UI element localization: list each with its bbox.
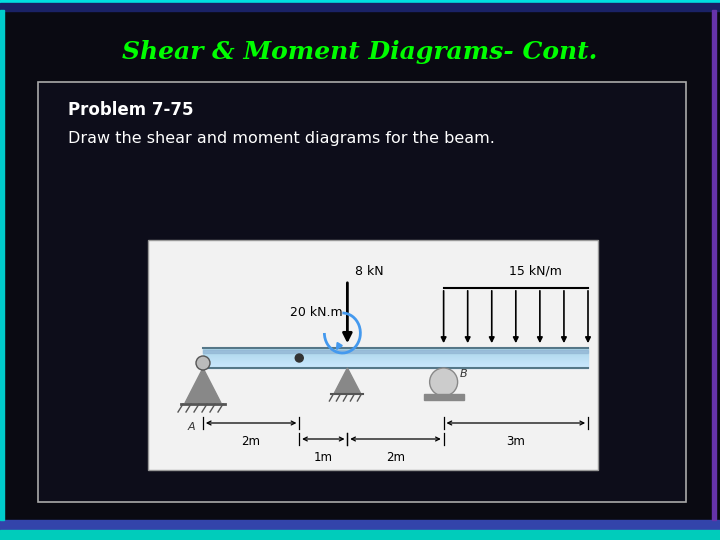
Bar [203, 366, 588, 367]
Bar [203, 362, 588, 363]
Bar [203, 361, 588, 362]
Bar [203, 360, 588, 361]
Text: B: B [459, 369, 467, 379]
Bar [203, 348, 588, 349]
Text: 1m: 1m [314, 451, 333, 464]
Bar [0, 10, 4, 520]
Circle shape [295, 354, 303, 362]
Bar [148, 240, 598, 470]
Bar [203, 350, 588, 353]
Text: 2m: 2m [386, 451, 405, 464]
Bar [203, 367, 588, 368]
Bar [203, 363, 588, 364]
Bar [712, 10, 716, 520]
Text: 8 kN: 8 kN [356, 265, 384, 278]
Text: A: A [187, 422, 195, 432]
Bar [0, 3, 720, 11]
Bar [203, 353, 588, 354]
Bar [423, 394, 464, 400]
Bar [203, 350, 588, 351]
Text: Draw the shear and moment diagrams for the beam.: Draw the shear and moment diagrams for t… [68, 131, 495, 145]
Bar [203, 364, 588, 365]
Text: Shear & Moment Diagrams- Cont.: Shear & Moment Diagrams- Cont. [122, 40, 598, 64]
Circle shape [430, 368, 458, 396]
Circle shape [196, 356, 210, 370]
Text: Problem 7-75: Problem 7-75 [68, 101, 194, 119]
Bar [203, 352, 588, 353]
Bar [203, 351, 588, 352]
Bar [0, 530, 720, 540]
Bar [203, 354, 588, 355]
Bar [203, 359, 588, 360]
Bar [203, 356, 588, 357]
Bar [0, 520, 720, 530]
Polygon shape [334, 368, 361, 393]
Polygon shape [185, 368, 221, 403]
Bar [0, 0, 720, 3]
Text: 20 kN.m: 20 kN.m [290, 307, 343, 320]
Text: 15 kN/m: 15 kN/m [509, 265, 562, 278]
Bar [203, 349, 588, 350]
Text: 2m: 2m [242, 435, 261, 448]
Bar [203, 365, 588, 366]
Bar [38, 82, 686, 502]
Text: 3m: 3m [506, 435, 526, 448]
Bar [203, 355, 588, 356]
Bar [203, 357, 588, 358]
Bar [203, 358, 588, 359]
